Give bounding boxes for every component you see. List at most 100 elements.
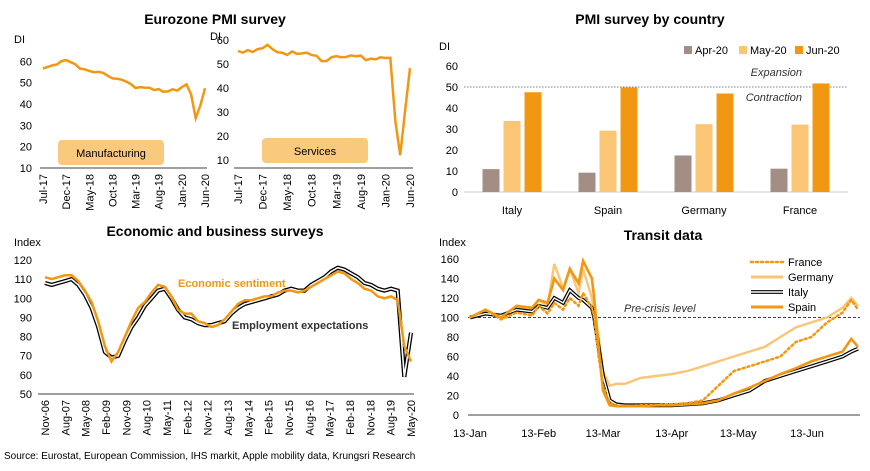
x-tick-label: Mar-19 [131, 174, 143, 209]
x-tick-label: 13-Apr [655, 428, 688, 440]
legend-swatch-apr-20 [684, 46, 692, 54]
economic-sentiment-line [44, 270, 413, 365]
x-tick-label: Jul-17 [233, 174, 245, 204]
bar-jun-20-france [812, 83, 830, 192]
manufacturing-pmi-panel: Eurozone PMI survey DI 10 20 30 40 50 60 Jul-1… [14, 11, 286, 211]
x-category-label: Spain [594, 205, 622, 217]
y-tick-label: 110 [14, 274, 32, 286]
x-tick-label: 13-Jun [790, 428, 824, 440]
x-tick-label: Feb-09 [101, 400, 113, 435]
y-tick-label: 120 [441, 293, 459, 305]
x-tick-label: May-18 [282, 174, 294, 211]
y-axis-label: Index [14, 237, 41, 249]
x-tick-label: Aug-19 [154, 174, 166, 209]
bar-jun-20-germany [716, 93, 734, 192]
y-tick-label: 80 [447, 332, 459, 344]
x-tick-label: Aug-19 [386, 400, 398, 435]
y-tick-label: 10 [20, 163, 32, 175]
x-tick-label: May-17 [325, 400, 337, 437]
expansion-label: Expansion [751, 67, 802, 79]
x-category-label: Germany [681, 205, 727, 217]
y-tick-label: 50 [20, 389, 32, 401]
y-axis-label: DI [210, 31, 221, 43]
series-label-box [58, 140, 164, 165]
y-axis-label: Index [439, 237, 466, 249]
x-tick-label: Feb-18 [345, 400, 357, 435]
y-tick-label: 60 [217, 35, 229, 47]
y-tick-label: 50 [217, 59, 229, 71]
y-tick-label: 90 [20, 312, 32, 324]
x-tick-label: 13-Jan [453, 428, 487, 440]
chart-title: Transit data [624, 227, 703, 243]
series-label-services: Services [294, 146, 337, 158]
legend-label: Apr-20 [695, 45, 728, 57]
y-axis-label: DI [14, 34, 25, 46]
legend-swatch-jun-20 [795, 46, 803, 54]
y-tick-label: 100 [441, 313, 459, 325]
source-note: Source: Eurostat, European Commission, I… [4, 451, 416, 462]
x-tick-label: Nov-09 [121, 400, 133, 435]
services-line [237, 43, 412, 156]
legend-label: May-20 [750, 45, 787, 57]
x-tick-label: 13-May [720, 428, 757, 440]
bar-may-20-spain [599, 130, 617, 192]
y-tick-label: 40 [447, 371, 459, 383]
pre-crisis-label: Pre-crisis level [624, 303, 696, 315]
y-tick-label: 50 [446, 82, 458, 94]
manufacturing-line [42, 58, 207, 123]
x-tick-label: Feb-15 [264, 400, 276, 435]
x-tick-label: Aug-13 [223, 400, 235, 435]
x-tick-label: Jul-17 [38, 174, 50, 204]
legend-swatch-may-20 [739, 46, 747, 54]
bar-apr-20-italy [482, 169, 500, 192]
x-tick-label: Nov-18 [365, 400, 377, 435]
bar-may-20-france [791, 124, 809, 192]
y-tick-label: 50 [20, 78, 32, 90]
y-tick-label: 100 [14, 293, 32, 305]
y-tick-label: 70 [20, 351, 32, 363]
x-tick-label: Aug-19 [356, 174, 368, 209]
x-category-label: France [783, 205, 817, 217]
country-pmi-panel: PMI survey by country DI Apr-20 May-20 Jun… [439, 11, 848, 217]
x-tick-label: May-11 [162, 400, 174, 436]
legend-label: France [788, 257, 822, 269]
legend-label: Jun-20 [806, 45, 840, 57]
y-tick-label: 80 [20, 332, 32, 344]
x-tick-label: May-18 [84, 174, 96, 211]
contraction-label: Contraction [746, 92, 802, 104]
y-tick-label: 60 [447, 352, 459, 364]
transit-panel: Transit data Index 0 20 40 60 80 100 120 140 160… [439, 227, 860, 440]
y-tick-label: 60 [446, 61, 458, 73]
x-tick-label: Dec-17 [61, 174, 73, 209]
y-tick-label: 20 [446, 145, 458, 157]
x-tick-label: Nov-12 [203, 400, 215, 435]
y-tick-label: 40 [20, 99, 32, 111]
x-tick-label: Mar-19 [331, 174, 343, 209]
germany-line [469, 263, 859, 388]
surveys-panel: Economic and business surveys Index 50 60… [14, 223, 418, 437]
x-tick-label: 13-Mar [586, 428, 621, 440]
y-tick-label: 30 [217, 107, 229, 119]
x-tick-label: Jun-20 [200, 174, 212, 208]
x-tick-label: May-20 [406, 400, 418, 437]
x-tick-label: Nov-06 [40, 400, 52, 435]
bar-may-20-italy [503, 121, 521, 192]
x-tick-label: May-14 [243, 400, 255, 437]
bar-jun-20-italy [524, 92, 542, 192]
x-tick-label: Jun-20 [405, 174, 417, 208]
x-tick-label: Oct-18 [107, 174, 119, 207]
services-pmi-panel: DI 10 20 30 40 50 60 Jul-17 Dec-17 May-18 Oct-18 M… [210, 31, 417, 211]
bar-jun-20-spain [620, 87, 638, 192]
legend-label: Spain [788, 302, 816, 314]
legend-label: Germany [788, 272, 834, 284]
y-tick-label: 140 [441, 274, 459, 286]
y-tick-label: 60 [20, 56, 32, 68]
x-tick-label: Jan-20 [380, 174, 392, 208]
france-line [468, 290, 860, 408]
y-tick-label: 30 [20, 120, 32, 132]
employment-expectations-line-inner [44, 266, 412, 377]
x-tick-label: Feb-12 [182, 400, 194, 435]
bar-apr-20-spain [578, 172, 596, 192]
y-tick-label: 20 [217, 131, 229, 143]
y-tick-label: 60 [20, 370, 32, 382]
